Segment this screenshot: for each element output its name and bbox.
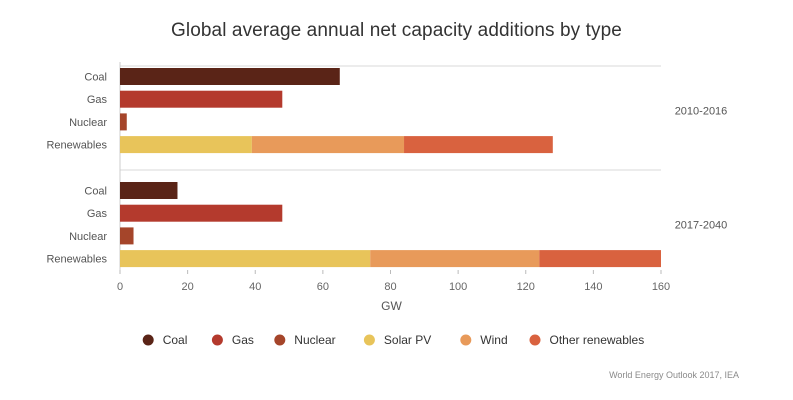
legend-swatch-solar-pv (363, 334, 375, 346)
bar-segment-solar-pv (120, 250, 371, 268)
category-label: Renewables (46, 140, 107, 152)
category-label: Coal (84, 186, 107, 198)
bar-segment-solar-pv (120, 136, 252, 154)
category-label: Coal (84, 72, 107, 84)
category-label: Gas (87, 94, 108, 106)
x-tick-label: 60 (317, 281, 329, 293)
x-tick-label: 0 (117, 281, 123, 293)
legend: Coal Gas Nuclear Solar PV Wind Other renewabl… (142, 333, 645, 347)
legend-label: Nuclear (294, 333, 335, 347)
legend-swatch-gas (211, 334, 223, 346)
category-label: Gas (87, 208, 108, 220)
x-tick-label: 20 (182, 281, 194, 293)
legend-swatch-wind (460, 334, 472, 346)
legend-label: Other renewables (550, 333, 645, 347)
legend-label: Solar PV (384, 333, 431, 347)
x-tick-label: 160 (652, 281, 670, 293)
x-axis-label: GW (381, 299, 402, 313)
category-label: Nuclear (69, 117, 107, 129)
legend-label: Wind (480, 333, 507, 347)
bars (120, 68, 661, 268)
group-label: 2017-2040 (675, 220, 728, 232)
legend-swatch-nuclear (274, 334, 286, 346)
category-labels: Coal Gas Nuclear Renewables Coal Gas Nuclear Re… (46, 72, 107, 266)
bar-segment-nuclear (120, 113, 127, 131)
bar-segment-coal (120, 68, 340, 85)
chart-title: Global average annual net capacity addit… (171, 20, 622, 41)
bar-segment-wind (251, 136, 405, 154)
bar-segment-other-renewables (404, 136, 553, 154)
legend-swatch-other-renewables (529, 334, 541, 346)
group-labels: 2010-2016 2017-2040 (675, 106, 728, 232)
x-axis: 0 20 40 60 80 100 120 140 160 GW (117, 62, 670, 313)
bar-segment-other-renewables (539, 250, 661, 268)
source-note: World Energy Outlook 2017, IEA (609, 370, 739, 380)
bar-segment-gas (120, 204, 283, 222)
x-tick-label: 120 (517, 281, 535, 293)
bar-segment-nuclear (120, 227, 134, 245)
group-dividers (120, 65, 661, 171)
legend-label: Gas (232, 333, 254, 347)
x-tick-label: 140 (584, 281, 602, 293)
category-label: Renewables (46, 254, 107, 266)
bar-segment-wind (370, 250, 540, 268)
bar-segment-gas (120, 90, 283, 108)
group-label: 2010-2016 (675, 106, 728, 118)
category-label: Nuclear (69, 231, 107, 243)
x-tick-label: 80 (384, 281, 396, 293)
bar-segment-coal (120, 182, 178, 199)
x-tick-label: 100 (449, 281, 467, 293)
legend-label: Coal (163, 333, 188, 347)
legend-swatch-coal (142, 334, 154, 346)
x-tick-label: 40 (249, 281, 261, 293)
